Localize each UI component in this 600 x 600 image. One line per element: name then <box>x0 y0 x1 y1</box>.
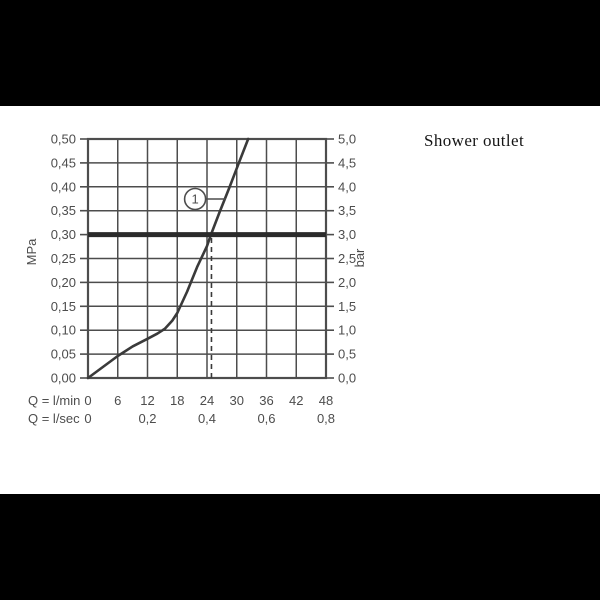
x-tick-label-lmin: 18 <box>170 393 184 408</box>
y-tick-label-mpa: 0,30 <box>51 227 76 242</box>
x-axis-label-lsec: Q = l/sec <box>28 411 80 426</box>
x-tick-label-lsec: 0 <box>84 411 91 426</box>
x-tick-label-lmin: 0 <box>84 393 91 408</box>
x-tick-label-lmin: 6 <box>114 393 121 408</box>
x-tick-label-lsec: 0,2 <box>138 411 156 426</box>
y-tick-label-bar: 4,0 <box>338 179 356 194</box>
y-tick-label-bar: 5,0 <box>338 132 356 147</box>
y-tick-label-bar: 1,0 <box>338 323 356 338</box>
y-tick-label-bar: 2,0 <box>338 275 356 290</box>
y-tick-label-bar: 3,0 <box>338 227 356 242</box>
x-tick-label-lmin: 12 <box>140 393 154 408</box>
annotation-circle <box>183 187 207 211</box>
y-tick-label-mpa: 0,35 <box>51 203 76 218</box>
y-tick-label-mpa: 0,50 <box>51 132 76 147</box>
y-tick-label-bar: 4,5 <box>338 155 356 170</box>
chart-title: Shower outlet <box>424 131 525 150</box>
flow-chart: 0,50 5,00,45 4,50,40 4,00,35 3,50,30 3,00,25 2… <box>24 132 367 427</box>
y-tick-label-mpa: 0,15 <box>51 299 76 314</box>
y-tick-label-mpa: 0,20 <box>51 275 76 290</box>
x-tick-label-lsec: 0,4 <box>198 411 216 426</box>
y-tick-label-bar: 3,5 <box>338 203 356 218</box>
y-tick-label-mpa: 0,45 <box>51 155 76 170</box>
y-tick-label-mpa: 0,25 <box>51 251 76 266</box>
y-tick-label-mpa: 0,05 <box>51 347 76 362</box>
x-tick-label-lmin: 42 <box>289 393 303 408</box>
y-tick-label-bar: 1,5 <box>338 299 356 314</box>
y-tick-label-bar: 2,5 <box>338 251 356 266</box>
y-tick-label-mpa: 0,00 <box>51 371 76 386</box>
y-axis-label-mpa: MPa <box>24 238 39 266</box>
y-tick-label-bar: 0,0 <box>338 371 356 386</box>
y-tick-label-bar: 0,5 <box>338 347 356 362</box>
y-tick-label-mpa: 0,10 <box>51 323 76 338</box>
x-tick-label-lmin: 24 <box>200 393 214 408</box>
flow-curve <box>86 137 250 380</box>
x-tick-label-lsec: 0,6 <box>257 411 275 426</box>
y-tick-label-mpa: 0,40 <box>51 179 76 194</box>
plot-frame <box>86 137 328 380</box>
x-tick-label-lsec: 0,8 <box>317 411 335 426</box>
x-tick-label-lmin: 48 <box>319 393 333 408</box>
y-axis-label-bar: bar <box>352 248 367 267</box>
x-tick-label-lmin: 30 <box>230 393 244 408</box>
x-tick-label-lmin: 36 <box>259 393 273 408</box>
x-axis-label-lmin: Q = l/min <box>28 393 80 408</box>
content-panel: 0,50 5,0 0,45 4,5 0,40 4,0 0,35 3,5 0,30 3,0 0,25 2… <box>0 106 600 494</box>
annotation-number: 1 <box>191 191 198 206</box>
